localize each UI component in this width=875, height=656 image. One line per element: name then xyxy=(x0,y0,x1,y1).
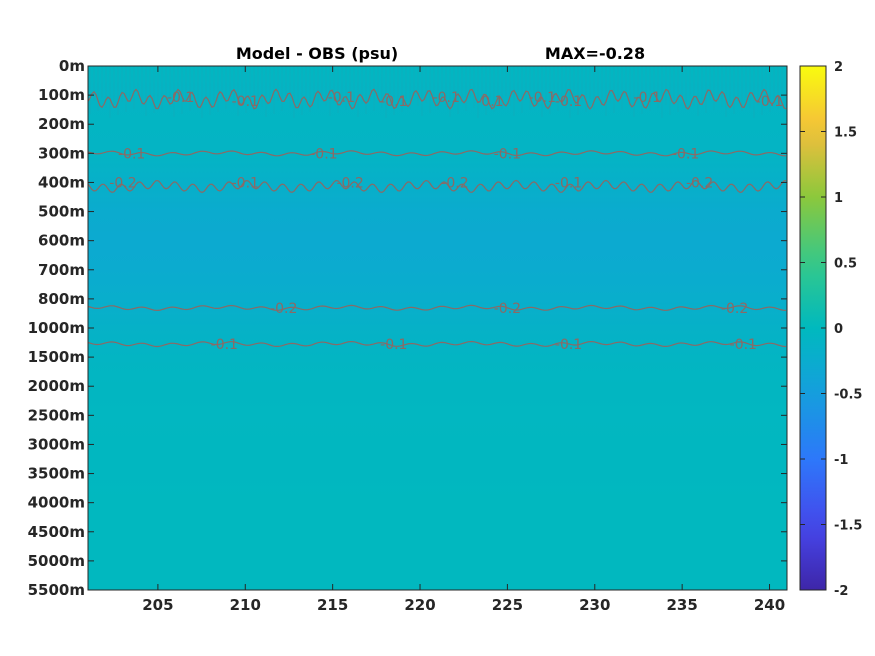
y-axis: 0m 100m 200m 300m 400m 500m 600m 700m 800m 1000m 1… xyxy=(28,57,787,599)
contour-label: -0.1 xyxy=(756,94,783,110)
y-tick-label: 3000m xyxy=(28,435,85,453)
contour-label: -0.2 xyxy=(494,301,521,317)
x-tick-label: 230 xyxy=(579,596,610,614)
colorbar-tick-label: -2 xyxy=(834,584,848,599)
colorbar-tick-label: -1 xyxy=(834,453,848,468)
x-tick-label: 220 xyxy=(404,596,435,614)
colorbar-tick-label: -0.5 xyxy=(834,388,862,403)
colorbar-tick-label: 0.5 xyxy=(834,257,857,272)
heatmap-field xyxy=(88,66,787,590)
contour-label: -0.2 xyxy=(441,175,468,191)
y-tick-label: 600m xyxy=(38,232,85,250)
contour-label: -0.1 xyxy=(634,90,661,106)
y-tick-label: 2000m xyxy=(28,377,85,395)
y-tick-label: 2500m xyxy=(28,406,85,424)
colorbar-tick-label: 1 xyxy=(834,191,843,206)
contour-label: -0.2 xyxy=(270,301,297,317)
contour-label: -0.2 xyxy=(109,175,136,191)
contour-line xyxy=(87,150,786,157)
contour-label: -0.1 xyxy=(380,337,407,353)
x-tick-label: 205 xyxy=(142,596,173,614)
x-axis: 205 210 215 220 225 230 235 240 xyxy=(142,66,785,614)
x-tick-label: 235 xyxy=(666,596,697,614)
x-tick-label: 215 xyxy=(317,596,348,614)
contour-labels: -0.1 -0.1 -0.1 -0.1 -0.1 -0.1 -0.1-0.1 -0.1 -0.1… xyxy=(109,90,783,353)
y-tick-label: 400m xyxy=(38,173,85,191)
y-tick-label: 4000m xyxy=(28,494,85,512)
y-tick-label: 0m xyxy=(59,57,85,75)
contour-label: -0.1 xyxy=(380,94,407,110)
y-tick-label: 1000m xyxy=(28,319,85,337)
y-tick-label: 1500m xyxy=(28,348,85,366)
contour-label: -0.2 xyxy=(686,175,713,191)
contour-line xyxy=(87,304,787,312)
contour-line xyxy=(87,340,787,348)
contour-label: -0.1 xyxy=(476,94,503,110)
contour-label: -0.1 xyxy=(555,175,582,191)
contour-label: -0.1 xyxy=(310,146,337,162)
contour-label: -0.1 xyxy=(555,94,582,110)
contour-label: -0.1 xyxy=(672,146,699,162)
y-tick-label: 5000m xyxy=(28,552,85,570)
colorbar-ticks: 2 1.5 1 0.5 0 -0.5 -1 -1.5 -2 xyxy=(800,60,862,599)
y-tick-label: 800m xyxy=(38,290,85,308)
contour-label: -0.2 xyxy=(336,175,363,191)
y-tick-label: 300m xyxy=(38,144,85,162)
contour-label: -0.1 xyxy=(730,337,757,353)
x-tick-label: 210 xyxy=(230,596,261,614)
contour-label: -0.1 xyxy=(529,90,556,106)
contour-lines xyxy=(87,88,787,348)
x-tick-label: 225 xyxy=(492,596,523,614)
x-tick-label: 240 xyxy=(754,596,785,614)
y-tick-label: 4500m xyxy=(28,523,85,541)
y-tick-label: 3500m xyxy=(28,465,85,483)
contour-label: -0.1 xyxy=(555,337,582,353)
y-tick-label: 700m xyxy=(38,261,85,279)
contour-label: -0.1 xyxy=(494,146,521,162)
colorbar-tick-label: -1.5 xyxy=(834,519,862,534)
colorbar: 2 1.5 1 0.5 0 -0.5 -1 -1.5 -2 xyxy=(799,60,862,599)
colorbar-tick-label: 0 xyxy=(834,322,843,337)
contour-line xyxy=(87,179,787,194)
chart-max-label: MAX=-0.28 xyxy=(545,44,645,63)
y-tick-label: 100m xyxy=(38,86,85,104)
y-tick-label: 500m xyxy=(38,203,85,221)
y-tick-label: 5500m xyxy=(28,581,85,599)
y-tick-label: 200m xyxy=(38,115,85,133)
colorbar-tick-label: 2 xyxy=(834,60,843,75)
contour-label: -0.1 xyxy=(232,94,259,110)
contour-label: -0.1 xyxy=(232,175,259,191)
colorbar-tick-label: 1.5 xyxy=(834,126,857,141)
heatmap-fill xyxy=(88,66,787,590)
contour-label: -0.1 xyxy=(433,90,460,106)
contour-label: -0.1 xyxy=(118,146,145,162)
contour-label: -0.2 xyxy=(721,301,748,317)
contour-label: -0.1 xyxy=(167,90,194,106)
chart-title: Model - OBS (psu) xyxy=(236,44,398,63)
contour-line xyxy=(87,88,787,110)
contour-label: -0.1 xyxy=(211,337,238,353)
contour-label: -0.1 xyxy=(328,90,355,106)
